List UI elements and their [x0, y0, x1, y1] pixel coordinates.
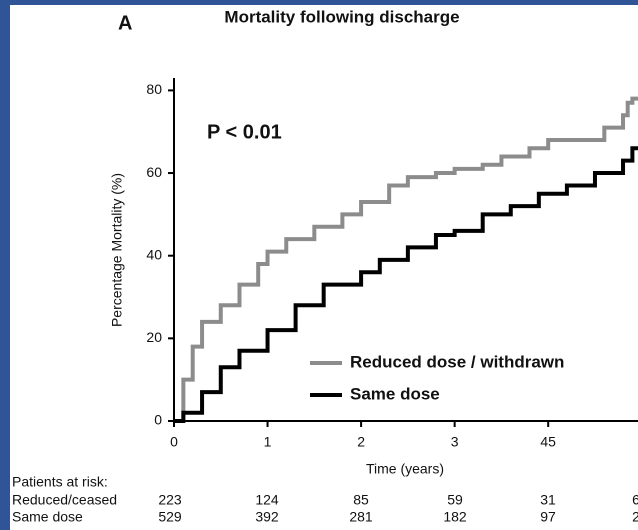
risk-count: 182 — [443, 509, 467, 525]
x-tick-label: 2 — [357, 434, 365, 450]
risk-count: 281 — [349, 509, 373, 525]
risk-table-title: Patients at risk: — [12, 474, 108, 490]
x-tick-label: 3 — [451, 434, 459, 450]
x-axis-label: Time (years) — [366, 461, 444, 477]
risk-count: 2 — [632, 509, 638, 525]
y-tick-label: 20 — [146, 329, 162, 345]
risk-row-label: Same dose — [12, 509, 83, 525]
legend-label: Reduced dose / withdrawn — [350, 352, 564, 371]
legend-label: Same dose — [350, 384, 440, 403]
y-tick-label: 80 — [146, 81, 162, 97]
survival-curve — [174, 96, 638, 423]
x-tick-label: 0 — [170, 434, 178, 450]
annotation: P < 0.01 — [207, 121, 282, 143]
risk-count: 392 — [255, 509, 279, 525]
risk-count: 529 — [158, 509, 182, 525]
risk-count: 223 — [158, 492, 182, 508]
x-tick-label: 1 — [264, 434, 272, 450]
risk-count: 59 — [447, 492, 463, 508]
chart-title: Mortality following discharge — [224, 7, 459, 26]
survival-curve — [174, 146, 638, 423]
panel-label: A — [118, 12, 132, 34]
risk-count: 97 — [540, 509, 556, 525]
panel — [10, 5, 638, 530]
risk-count: 6 — [632, 492, 638, 508]
risk-count: 124 — [255, 492, 279, 508]
y-axis-label: Percentage Mortality (%) — [109, 173, 125, 327]
y-tick-label: 0 — [154, 412, 162, 428]
y-tick-label: 60 — [146, 164, 162, 180]
risk-count: 85 — [353, 492, 369, 508]
risk-row-label: Reduced/ceased — [12, 492, 117, 508]
y-tick-label: 40 — [146, 246, 162, 262]
risk-count: 31 — [540, 492, 556, 508]
x-tick-label: 45 — [540, 434, 556, 450]
